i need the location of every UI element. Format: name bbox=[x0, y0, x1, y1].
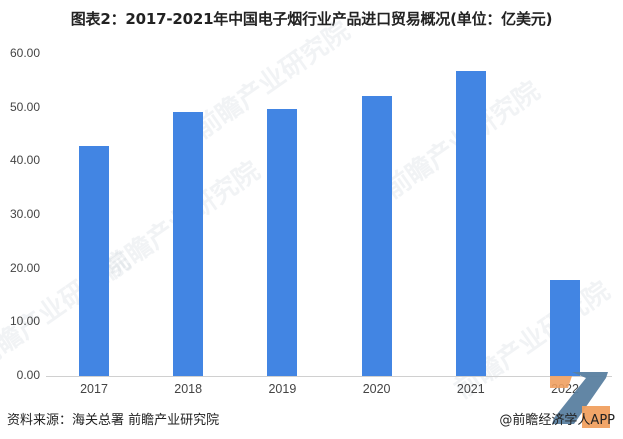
y-tick-label: 10.00 bbox=[9, 314, 40, 329]
y-tick-label: 30.00 bbox=[9, 207, 40, 221]
chart-plot-area: 前瞻产业研究院 前瞻产业研究院 前瞻产业研究院 前瞻产业研究院 前瞻产业研究院 … bbox=[0, 16, 616, 405]
chart-title: 图表2：2017-2021年中国电子烟行业产品进口贸易概况(单位：亿美元) bbox=[70, 10, 553, 28]
y-tick-label: 50.00 bbox=[9, 99, 40, 114]
bar-2017 bbox=[79, 145, 109, 376]
logo-z-icon bbox=[550, 372, 610, 428]
bar-2018 bbox=[173, 111, 204, 376]
y-tick-label: 20.00 bbox=[9, 260, 40, 275]
bar-2019 bbox=[267, 108, 298, 376]
x-tick-label: 2021 bbox=[456, 382, 485, 396]
x-tick-label: 2017 bbox=[80, 382, 108, 396]
y-tick-label: 60.00 bbox=[9, 46, 40, 60]
x-axis-line bbox=[46, 376, 612, 377]
x-tick-label: 2018 bbox=[174, 382, 203, 396]
bar-2022 bbox=[550, 279, 580, 376]
x-tick-label: 2020 bbox=[362, 382, 391, 396]
y-tick-label: 40.00 bbox=[9, 153, 40, 168]
bar-2020 bbox=[361, 95, 392, 376]
bar-2021 bbox=[455, 71, 486, 376]
source-note: 资料来源：海关总署 前瞻产业研究院 bbox=[7, 413, 220, 428]
y-tick-label: 0.00 bbox=[16, 368, 40, 382]
credit-note: @前瞻经济学人APP bbox=[499, 413, 615, 428]
x-tick-label: 2019 bbox=[268, 382, 297, 396]
